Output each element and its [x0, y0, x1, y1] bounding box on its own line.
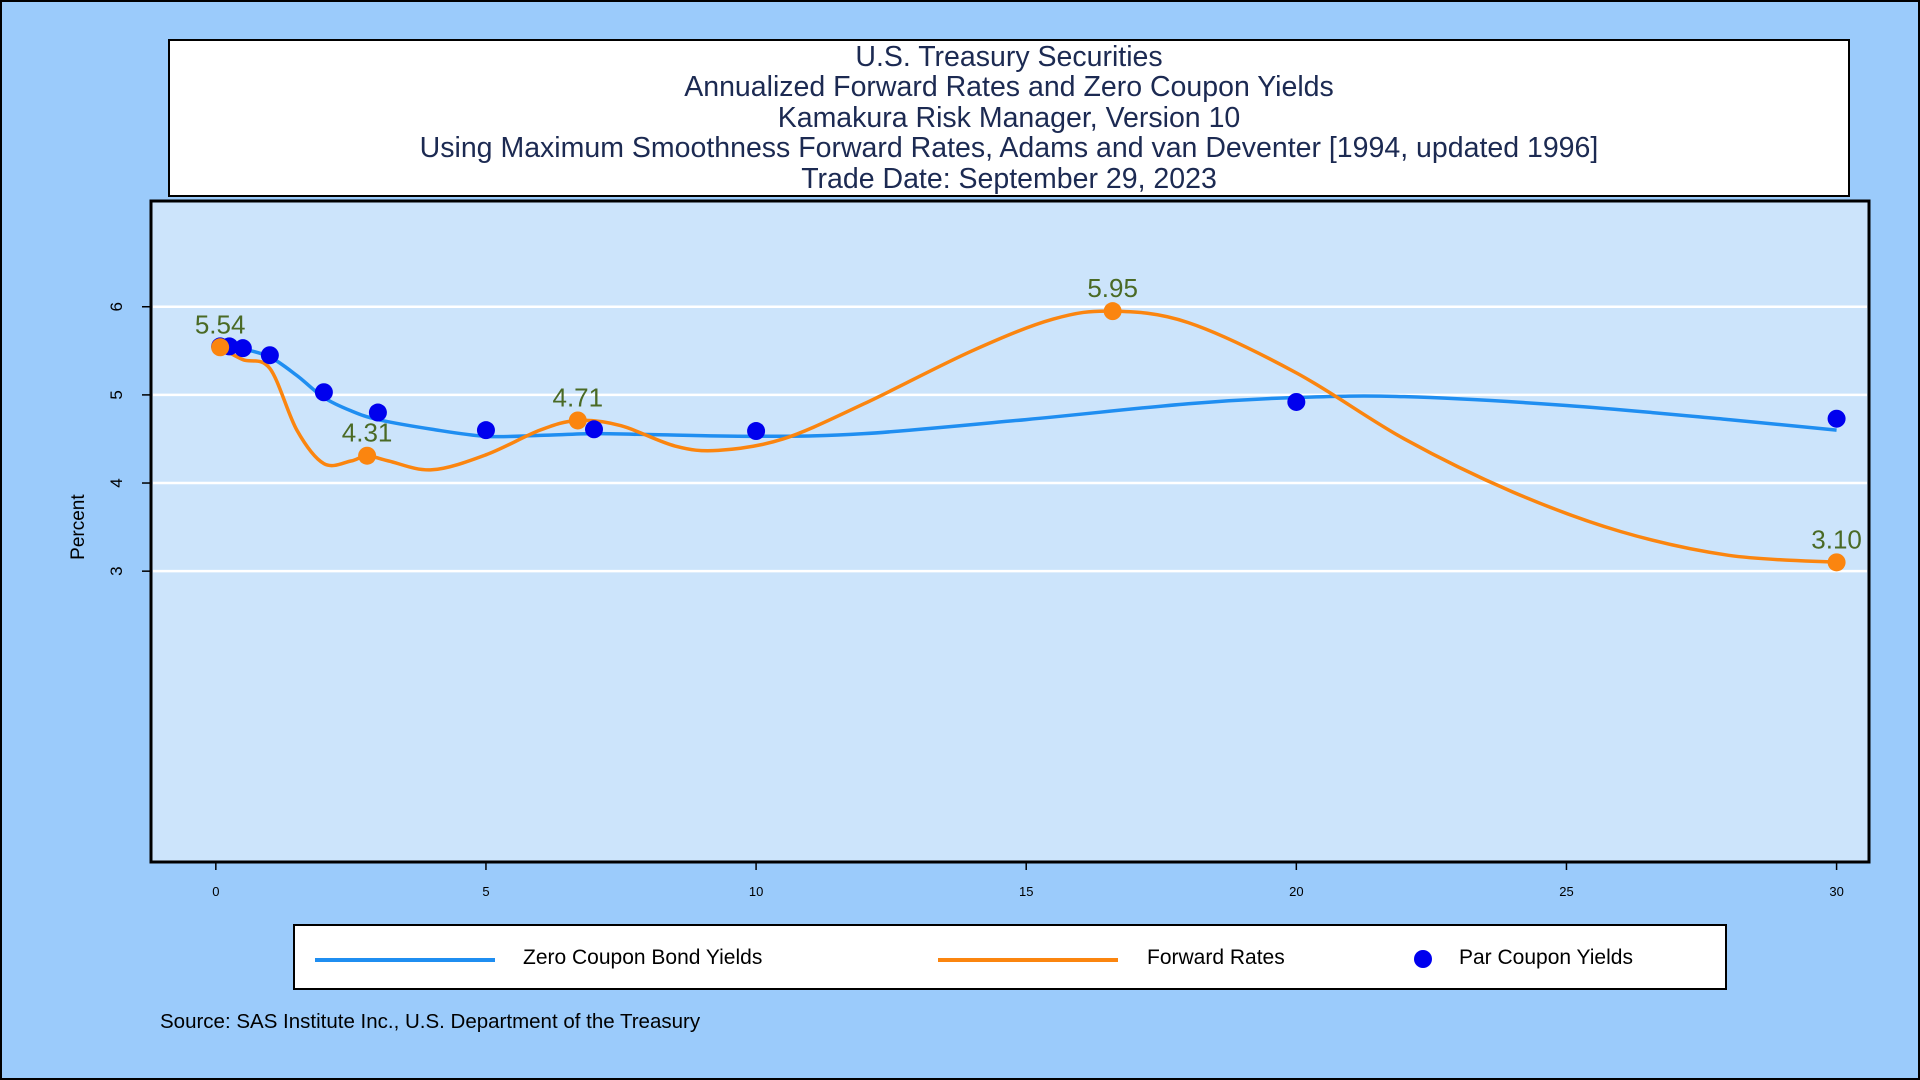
- forward-rate-marker: [1103, 302, 1122, 321]
- data-label: 5.54: [195, 309, 246, 339]
- plot-area: [149, 199, 1871, 864]
- y-tick-label: 3: [107, 566, 126, 575]
- x-tick-label: 15: [1019, 884, 1033, 899]
- source-note: Source: SAS Institute Inc., U.S. Departm…: [160, 1010, 701, 1033]
- data-label: 4.71: [552, 382, 603, 412]
- chart-title-box: U.S. Treasury Securities Annualized Forw…: [168, 39, 1850, 197]
- data-label: 3.10: [1811, 524, 1862, 554]
- par-coupon-point: [368, 403, 387, 422]
- x-tick-label: 0: [212, 884, 219, 899]
- data-label: 4.31: [342, 418, 393, 448]
- y-tick-label: 4: [107, 478, 126, 487]
- forward-rate-marker: [568, 411, 587, 430]
- legend-zero-coupon-label: Zero Coupon Bond Yields: [523, 946, 763, 969]
- par-coupon-point: [1287, 392, 1306, 411]
- par-coupon-point: [1827, 409, 1846, 428]
- par-coupon-point: [260, 346, 279, 365]
- legend-forward-line: [938, 958, 1118, 962]
- title-line-5: Trade Date: September 29, 2023: [801, 162, 1217, 195]
- title-line-2: Annualized Forward Rates and Zero Coupon…: [684, 71, 1334, 104]
- forward-rate-marker: [1827, 553, 1846, 572]
- par-coupon-point: [476, 421, 495, 440]
- par-coupon-point: [314, 383, 333, 402]
- legend-par-coupon-label: Par Coupon Yields: [1459, 946, 1633, 969]
- legend-forward-label: Forward Rates: [1147, 946, 1285, 969]
- title-line-4: Using Maximum Smoothness Forward Rates, …: [419, 132, 1599, 165]
- x-tick-label: 10: [749, 884, 763, 899]
- forward-rate-marker: [358, 446, 377, 465]
- legend-par-coupon-marker: [1414, 950, 1432, 968]
- title-line-3: Kamakura Risk Manager, Version 10: [777, 101, 1241, 134]
- legend: Zero Coupon Bond Yields Forward Rates Pa…: [293, 924, 1727, 990]
- y-tick-label: 5: [107, 390, 126, 399]
- x-tick-label: 25: [1559, 884, 1573, 899]
- par-coupon-point: [747, 422, 766, 441]
- x-tick-label: 30: [1829, 884, 1843, 899]
- y-tick-label: 6: [107, 302, 126, 311]
- par-coupon-point: [233, 339, 252, 358]
- x-tick-label: 5: [482, 884, 489, 899]
- forward-rate-line: [219, 309, 1837, 565]
- data-label: 5.95: [1087, 273, 1138, 303]
- par-coupon-point: [585, 420, 604, 439]
- x-tick-label: 20: [1289, 884, 1303, 899]
- title-line-1: U.S. Treasury Securities: [855, 40, 1163, 73]
- y-axis-label: Percent: [68, 494, 89, 560]
- legend-zero-coupon-line: [315, 958, 495, 962]
- forward-rate-marker: [211, 338, 230, 357]
